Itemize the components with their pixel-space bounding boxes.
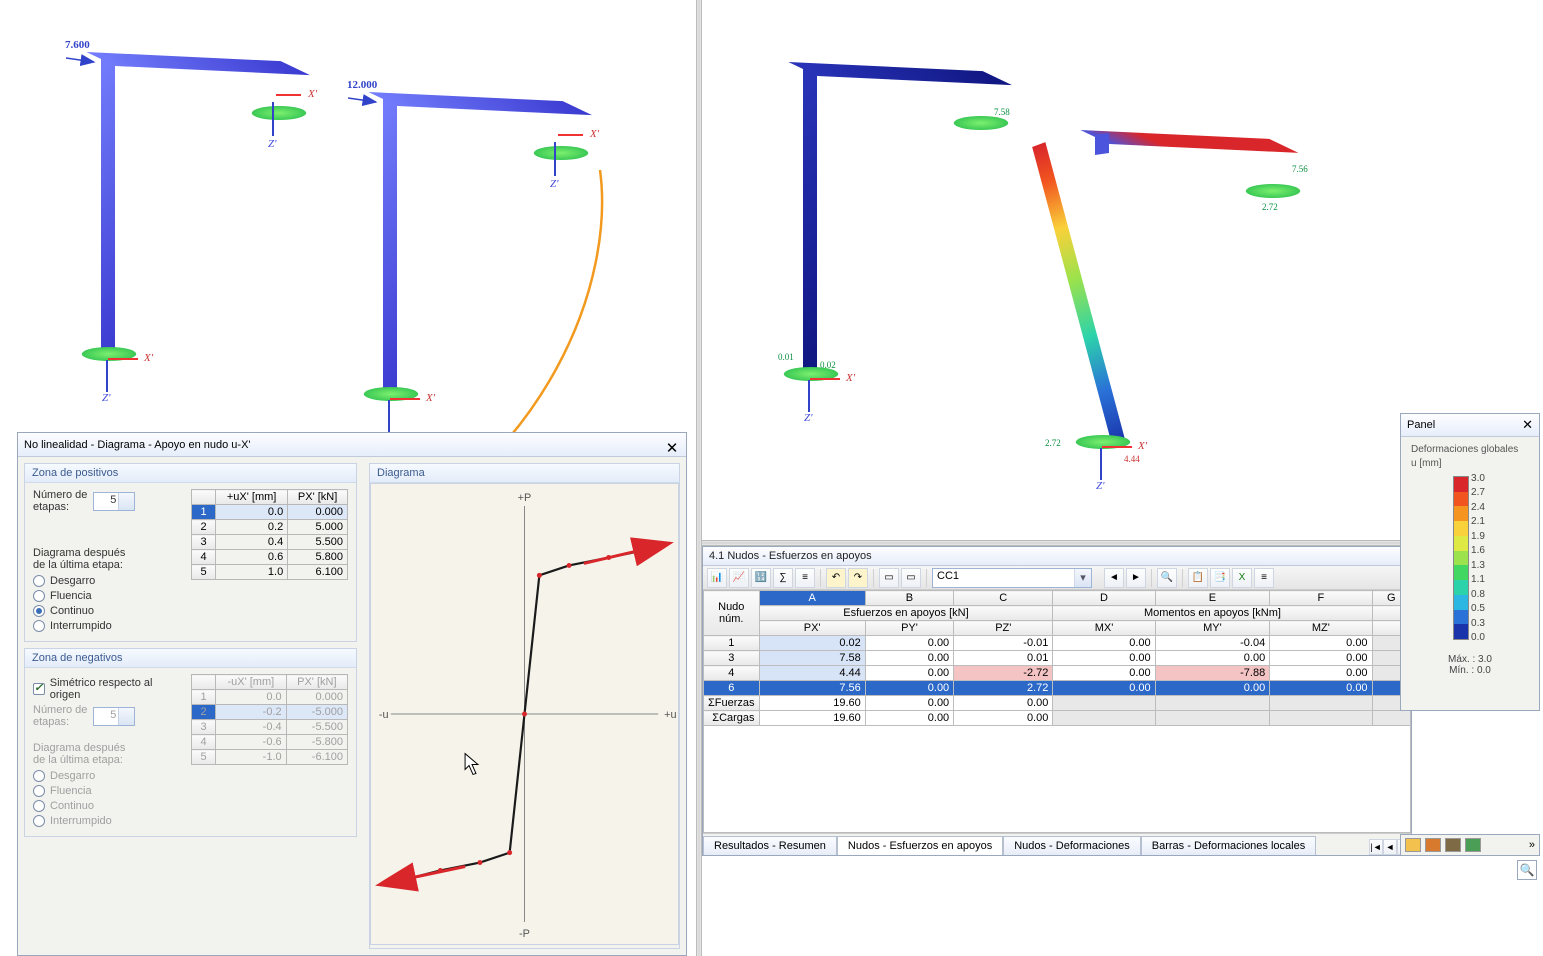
radio-continuo[interactable]: Continuo [33,605,183,617]
result-tabs: Resultados - Resumen Nudos - Esfuerzos e… [703,833,1411,855]
tb-excel[interactable]: X [1232,568,1252,588]
results-window: 4.1 Nudos - Esfuerzos en apoyos 📊 📈 🔢 ∑ … [702,546,1412,856]
tabnav-prev[interactable]: ◄ [1383,839,1397,855]
tb-2[interactable]: 📈 [729,568,749,588]
stages-neg-spinner: 5 [93,707,135,726]
tab-2[interactable]: Nudos - Deformaciones [1003,836,1141,855]
radio-fluencia[interactable]: Fluencia [33,590,183,602]
ax-p-pos: +P [518,492,532,504]
close-icon[interactable]: ✕ [1522,417,1533,433]
tb-x1[interactable]: 📋 [1188,568,1208,588]
loadcase-combo[interactable]: CC1 [932,568,1092,588]
tab-0[interactable]: Resultados - Resumen [703,836,837,855]
tab-3[interactable]: Barras - Deformaciones locales [1141,836,1316,855]
tb-filter[interactable]: 🔍 [1157,568,1177,588]
close-icon[interactable]: ✕ [664,437,680,453]
table-positives[interactable]: +uX' [mm]PX' [kN] 10.00.00020.25.00030.4… [191,489,348,580]
svg-text:+u: +u [664,709,676,721]
tb-5[interactable]: ≡ [795,568,815,588]
radio-interrumpido[interactable]: Interrumpido [33,620,183,632]
results-title: 4.1 Nudos - Esfuerzos en apoyos [703,547,1411,566]
table-negatives: -uX' [mm]PX' [kN] 10.00.0002-0.2-5.0003-… [191,674,348,765]
tb-1[interactable]: 📊 [707,568,727,588]
swatch-bar: » [1400,834,1540,856]
diagram-chart: +P -P +u -u [371,484,678,944]
tb-4[interactable]: ∑ [773,568,793,588]
svg-text:-u: -u [379,709,389,721]
stages-pos-spinner[interactable]: 5 [93,492,135,511]
tb-x3[interactable]: ≡ [1254,568,1274,588]
results-table[interactable]: Nudo núm. A BC DE FG Esfuerzos en apoyos… [703,590,1411,726]
check-symmetric[interactable]: Simétrico respecto al origen [33,677,183,701]
nav-next[interactable]: ► [1126,568,1146,588]
tb-redo[interactable]: ↷ [848,568,868,588]
viewport-left[interactable]: 7.600 X' Z' X' Z' 12.000 X' Z' X' Z' [0,0,696,432]
group-positives: Zona de positivos Número de etapas: 5 Di… [24,463,357,642]
tabnav-first[interactable]: |◄ [1369,839,1383,855]
viewport-right[interactable]: 0.01 0.02 7.58 X' Z' 2.72 4.44 7.56 2.72… [702,0,1253,540]
swatch-2[interactable] [1425,838,1441,852]
tab-1[interactable]: Nudos - Esfuerzos en apoyos [837,836,1003,855]
swatch-3[interactable] [1445,838,1461,852]
results-toolbar: 📊 📈 🔢 ∑ ≡ ↶ ↷ ▭ ▭ CC1 ◄ ► 🔍 📋 📑 X ≡ [703,566,1411,590]
group-negatives: Zona de negativos Simétrico respecto al … [24,648,357,837]
load-label: 12.000 [347,79,377,91]
legend-panel: Panel ✕ Deformaciones globales u [mm] 3.… [1400,413,1540,711]
chevron-right-icon[interactable]: » [1529,839,1535,851]
svg-text:-P: -P [519,928,530,940]
tb-3[interactable]: 🔢 [751,568,771,588]
tb-color1[interactable]: ▭ [879,568,899,588]
dialog-title: No linealidad - Diagrama - Apoyo en nudo… [24,433,251,457]
load-label: 7.600 [65,39,90,51]
swatch-1[interactable] [1405,838,1421,852]
nonlinearity-dialog: No linealidad - Diagrama - Apoyo en nudo… [17,432,687,956]
tb-color2[interactable]: ▭ [901,568,921,588]
swatch-4[interactable] [1465,838,1481,852]
zoom-icon[interactable]: 🔍 [1517,860,1537,880]
tb-undo[interactable]: ↶ [826,568,846,588]
tb-x2[interactable]: 📑 [1210,568,1230,588]
nav-prev[interactable]: ◄ [1104,568,1124,588]
radio-desgarro[interactable]: Desgarro [33,575,183,587]
